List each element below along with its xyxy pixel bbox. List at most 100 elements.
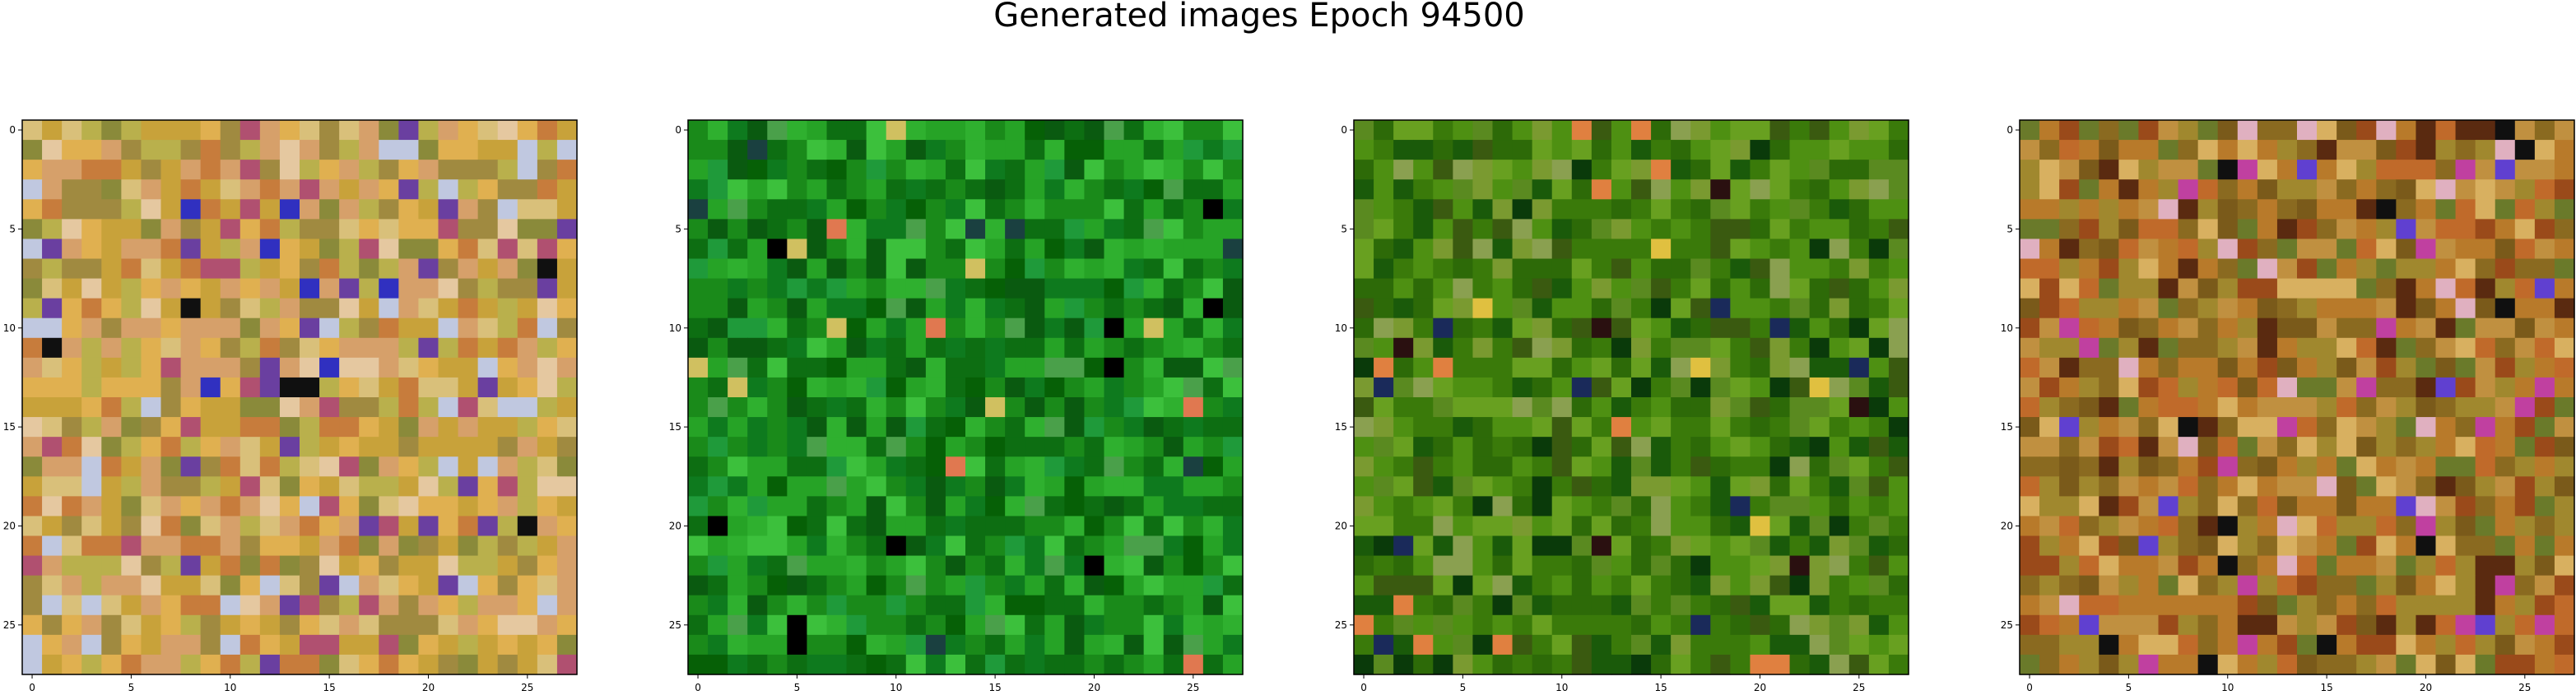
pixel (1064, 417, 1086, 438)
pixel (1631, 199, 1652, 220)
pixel (121, 614, 142, 636)
pixel (2317, 456, 2337, 477)
pixel (846, 417, 867, 438)
pixel (1690, 140, 1711, 160)
pixel (1393, 377, 1414, 398)
pixel (2039, 634, 2060, 656)
pixel (1809, 357, 1830, 378)
pixel (239, 258, 261, 280)
pixel (1651, 555, 1672, 577)
pixel (2020, 258, 2040, 280)
pixel (1651, 377, 1672, 398)
pixel (418, 120, 439, 141)
pixel (2059, 397, 2080, 418)
pixel (2337, 219, 2357, 240)
x-tick-label: 20 (2420, 682, 2432, 693)
pixel (945, 476, 966, 497)
pixel (81, 535, 102, 557)
pixel (22, 456, 43, 477)
x-tick-label: 20 (1088, 682, 1100, 693)
pixel (1730, 160, 1751, 180)
pixel (2435, 476, 2457, 497)
pixel (81, 120, 102, 141)
pixel (1829, 160, 1850, 180)
pixel (556, 417, 578, 438)
pixel (2396, 614, 2417, 636)
pixel (1354, 614, 1374, 636)
pixel (141, 476, 162, 497)
pixel (1163, 476, 1184, 497)
pixel (141, 516, 162, 537)
pixel (1848, 397, 1870, 418)
pixel (1472, 417, 1494, 438)
pixel (379, 476, 399, 497)
pixel (1163, 140, 1184, 160)
pixel (1848, 535, 1870, 557)
pixel (708, 377, 728, 398)
pixel (787, 417, 808, 438)
pixel (2455, 337, 2476, 359)
pixel (200, 337, 221, 359)
pixel (1551, 654, 1573, 675)
pixel (1492, 654, 1514, 675)
pixel (2435, 575, 2457, 596)
pixel (379, 516, 399, 537)
pixel (2376, 337, 2397, 359)
pixel (1512, 417, 1533, 438)
pixel (1750, 258, 1771, 280)
pixel (398, 575, 420, 596)
pixel (2356, 397, 2377, 418)
pixel (1671, 317, 1691, 339)
pixel (1433, 140, 1453, 160)
pixel (121, 278, 142, 299)
pixel (22, 120, 43, 141)
pixel (1730, 298, 1751, 319)
pixel (985, 437, 1006, 457)
pixel (2435, 456, 2457, 477)
pixel (767, 120, 788, 141)
pixel (2158, 535, 2179, 557)
pixel (2217, 575, 2239, 596)
pixel (1888, 160, 1909, 180)
pixel (965, 179, 986, 200)
pixel (1671, 516, 1691, 537)
pixel (81, 397, 102, 418)
pixel (1084, 397, 1105, 418)
pixel (2297, 634, 2318, 656)
pixel (1005, 377, 1025, 398)
pixel (1084, 575, 1105, 596)
pixel (747, 654, 768, 675)
pixel (1472, 595, 1494, 616)
pixel (2475, 337, 2496, 359)
pixel (2317, 199, 2337, 220)
pixel (2257, 179, 2278, 200)
pixel (141, 555, 162, 577)
pixel (398, 634, 420, 656)
pixel (1143, 140, 1165, 160)
pixel (2396, 516, 2417, 537)
pixel (1888, 179, 1909, 200)
pixel (708, 595, 728, 616)
pixel (2138, 357, 2160, 378)
pixel (1868, 496, 1890, 517)
pixel (846, 397, 867, 418)
pixel (81, 278, 102, 299)
pixel (1413, 456, 1434, 477)
pixel (2138, 140, 2160, 160)
pixel (767, 140, 788, 160)
pixel (1183, 634, 1204, 656)
pixel (2138, 456, 2160, 477)
pixel (787, 377, 808, 398)
pixel (1651, 258, 1672, 280)
x-tick-label: 10 (890, 682, 902, 693)
pixel (2495, 397, 2516, 418)
pixel (747, 199, 768, 220)
pixel (965, 634, 986, 656)
pixel (826, 179, 848, 200)
pixel (2059, 496, 2080, 517)
pixel (1413, 199, 1434, 220)
pixel (807, 654, 828, 675)
pixel (279, 614, 300, 636)
pixel (1202, 417, 1224, 438)
pixel (1532, 298, 1553, 319)
